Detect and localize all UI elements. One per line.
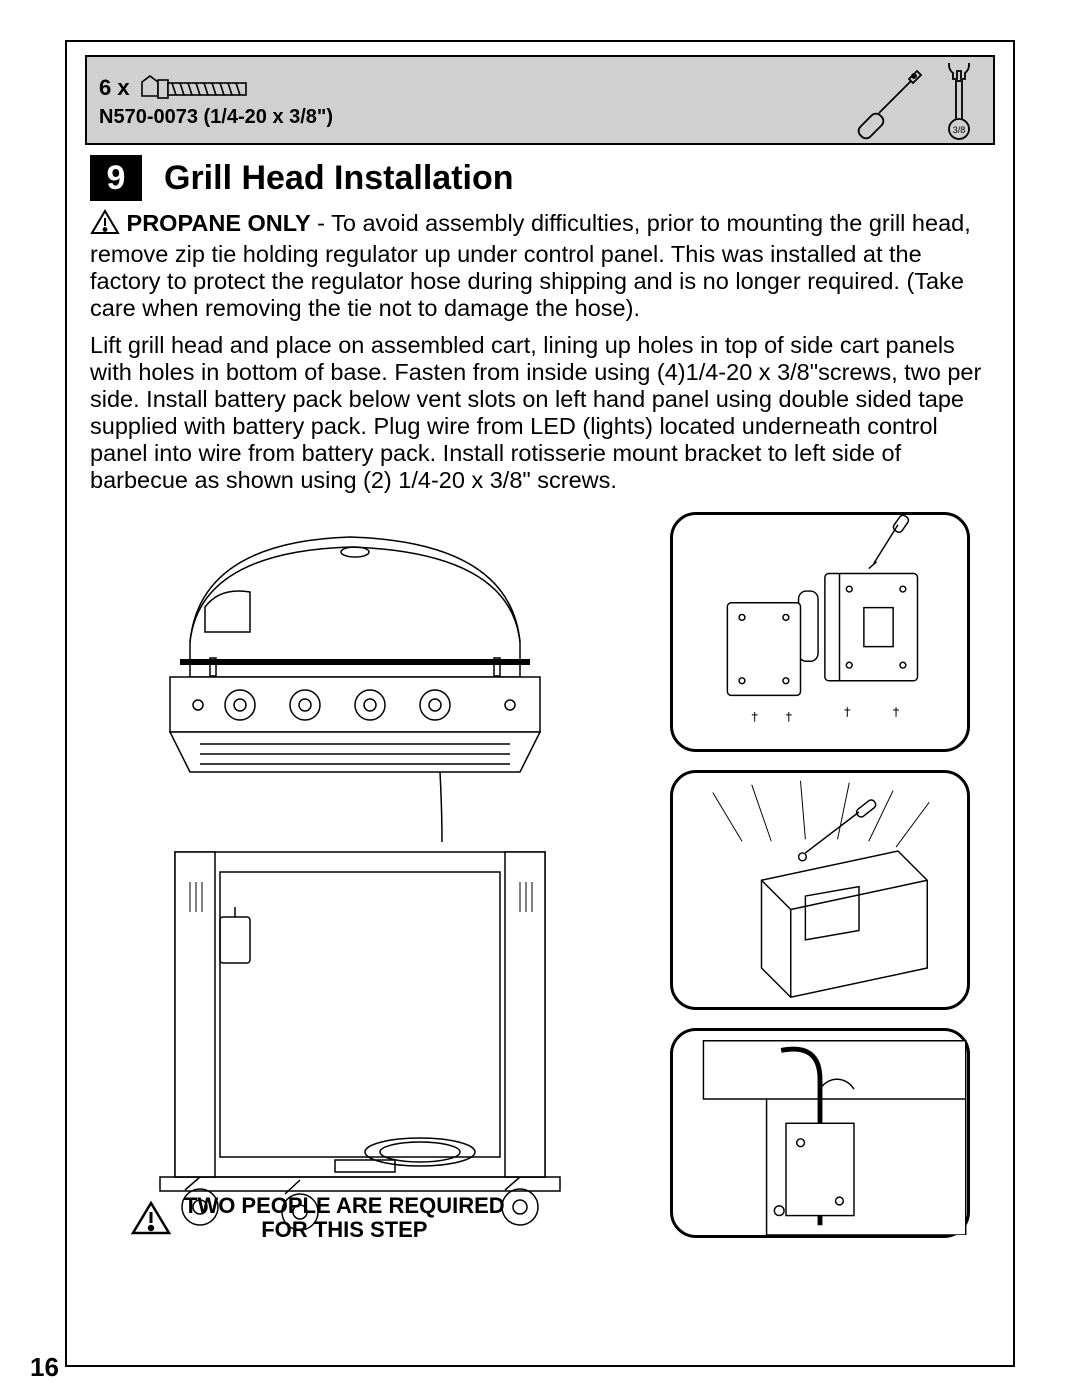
warning-triangle-icon xyxy=(130,1200,172,1236)
tools-icons: 3/8 xyxy=(851,63,983,141)
step-title: Grill Head Installation xyxy=(164,159,514,198)
screw-icon xyxy=(140,72,260,104)
propane-label: PROPANE ONLY xyxy=(127,210,311,236)
warning-line-1: TWO PEOPLE ARE REQUIRED xyxy=(184,1194,505,1218)
hardware-part-number: N570-0073 (1/4-20 x 3/8") xyxy=(99,106,333,129)
warning-line-2: FOR THIS STEP xyxy=(184,1218,505,1242)
step-header: 9 Grill Head Installation xyxy=(90,155,990,201)
screwdriver-icon xyxy=(851,63,929,141)
diagram-area: TWO PEOPLE ARE REQUIRED FOR THIS STEP xyxy=(90,512,990,1242)
page-number: 16 xyxy=(30,1352,59,1383)
svg-text:3/8: 3/8 xyxy=(953,125,966,135)
detail-battery-pack xyxy=(670,512,970,752)
detail-inside-screw xyxy=(670,770,970,1010)
hardware-info: 6 x N570-0073 (1/4-20 x 3/8") xyxy=(99,72,333,129)
step-number-badge: 9 xyxy=(90,155,142,201)
main-instruction-text: Lift grill head and place on assembled c… xyxy=(90,332,990,494)
wrench-icon: 3/8 xyxy=(935,63,983,141)
warning-triangle-icon xyxy=(90,209,120,241)
hardware-bar: 6 x N570-0073 (1/4-20 x 3/8") xyxy=(85,55,995,145)
hardware-qty: 6 x xyxy=(99,75,130,101)
detail-rotisserie-bracket xyxy=(670,1028,970,1238)
instruction-text: PROPANE ONLY - To avoid assembly difficu… xyxy=(90,209,990,494)
grill-main-diagram xyxy=(90,512,640,1232)
two-people-warning: TWO PEOPLE ARE REQUIRED FOR THIS STEP xyxy=(130,1194,505,1242)
